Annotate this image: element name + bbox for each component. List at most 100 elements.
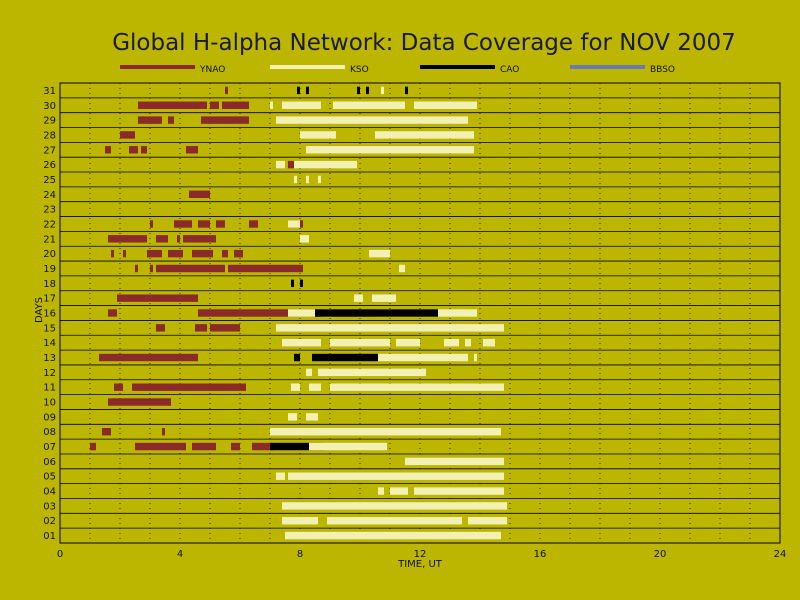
coverage-bar-ynao [168, 116, 174, 124]
y-tick-label: 16 [43, 309, 56, 320]
coverage-bar-cao [312, 353, 378, 362]
x-tick-label: 24 [774, 549, 787, 560]
coverage-bar-kso [318, 175, 321, 184]
coverage-bar-kso [270, 428, 501, 436]
coverage-bar-kso [282, 101, 321, 109]
coverage-bar-ynao [156, 324, 165, 332]
y-tick-label: 28 [43, 130, 56, 141]
coverage-bar-ynao [198, 220, 210, 228]
y-tick-label: 26 [43, 160, 56, 171]
y-tick-label: 03 [43, 501, 56, 512]
y-tick-label: 01 [43, 531, 56, 542]
x-tick-label: 12 [414, 549, 427, 560]
legend-swatch-cao [420, 65, 495, 69]
coverage-bar-ynao [111, 249, 114, 258]
coverage-bar-ynao [108, 398, 171, 406]
coverage-bar-kso [282, 338, 321, 347]
coverage-bar-cao [270, 442, 309, 451]
coverage-bar-cao [357, 86, 360, 95]
coverage-bar-ynao [138, 116, 162, 124]
y-tick-label: 13 [43, 353, 56, 364]
x-tick-label: 8 [297, 549, 303, 560]
coverage-bar-kso [306, 413, 318, 421]
coverage-bar-ynao [108, 235, 147, 243]
coverage-bar-kso [288, 220, 300, 228]
coverage-bar-ynao [99, 353, 198, 362]
legend-label-kso: KSO [350, 65, 369, 75]
legend-label-cao: CAO [500, 65, 519, 75]
coverage-bar-kso [294, 160, 357, 169]
coverage-bar-ynao [198, 309, 324, 317]
y-tick-label: 25 [43, 175, 56, 186]
coverage-bar-kso [288, 309, 333, 317]
coverage-bar-ynao [135, 442, 186, 451]
coverage-bars [90, 86, 507, 540]
coverage-bar-ynao [189, 190, 210, 198]
coverage-bar-kso [465, 338, 471, 347]
y-tick-label: 29 [43, 116, 56, 127]
y-tick-label: 08 [43, 427, 56, 438]
y-tick-label: 09 [43, 412, 56, 423]
coverage-bar-kso [375, 131, 474, 139]
x-tick-label: 0 [57, 549, 63, 560]
coverage-bar-ynao [156, 235, 168, 243]
coverage-bar-ynao [117, 294, 198, 302]
coverage-bar-kso [300, 131, 336, 139]
coverage-bar-kso [474, 353, 477, 362]
coverage-bar-ynao [225, 86, 228, 95]
coverage-bar-kso [282, 517, 318, 525]
coverage-bar-ynao [150, 220, 153, 228]
y-tick-label: 27 [43, 145, 56, 156]
y-tick-label: 17 [43, 294, 56, 305]
coverage-bar-ynao [156, 264, 225, 273]
coverage-bar-kso [276, 116, 468, 124]
coverage-bar-ynao [222, 249, 228, 258]
y-tick-label: 15 [43, 323, 56, 334]
coverage-bar-kso [399, 264, 405, 273]
coverage-bar-ynao [105, 146, 111, 154]
coverage-bar-ynao [177, 235, 180, 243]
coverage-bar-ynao [192, 442, 216, 451]
y-tick-label: 30 [43, 101, 56, 112]
coverage-bar-ynao [222, 101, 249, 109]
x-tick-label: 4 [177, 549, 183, 560]
coverage-bar-ynao [288, 160, 294, 169]
coverage-bar-ynao [210, 101, 219, 109]
x-axis-label: TIME, UT [397, 559, 443, 570]
coverage-bar-kso [354, 294, 363, 302]
coverage-bar-ynao [186, 146, 198, 154]
legend-swatch-ynao [120, 65, 195, 69]
coverage-bar-kso [396, 338, 420, 347]
y-axis-ticks: 01 02 03 04 05 06 07 08 09 10 11 12 13 14 15 16 17 18 19 20… [43, 86, 56, 542]
y-tick-label: 21 [43, 234, 56, 245]
coverage-bar-kso [276, 472, 285, 480]
coverage-bar-kso [414, 487, 504, 495]
coverage-bar-cao [315, 309, 438, 317]
coverage-bar-ynao [132, 383, 246, 391]
coverage-bar-kso [306, 368, 312, 377]
coverage-bar-cao [294, 353, 300, 362]
coverage-bar-ynao [192, 249, 213, 258]
x-tick-label: 16 [534, 549, 547, 560]
coverage-bar-kso [405, 457, 504, 466]
y-tick-label: 05 [43, 472, 56, 483]
y-tick-label: 11 [43, 383, 56, 394]
coverage-bar-ynao [210, 324, 240, 332]
coverage-bar-kso [378, 353, 468, 362]
y-tick-label: 24 [43, 190, 56, 201]
coverage-bar-ynao [183, 235, 216, 243]
coverage-bar-kso [369, 249, 390, 258]
coverage-bar-ynao [231, 442, 240, 451]
coverage-bar-kso [306, 146, 474, 154]
coverage-bar-ynao [228, 264, 303, 273]
coverage-bar-ynao [129, 146, 138, 154]
coverage-bar-kso [327, 517, 462, 525]
coverage-bar-kso [414, 101, 477, 109]
chart-title: Global H-alpha Network: Data Coverage fo… [112, 30, 736, 56]
y-tick-label: 04 [43, 487, 56, 498]
y-tick-label: 06 [43, 457, 56, 468]
coverage-bar-kso [390, 487, 408, 495]
coverage-bar-ynao [195, 324, 207, 332]
y-tick-label: 22 [43, 219, 56, 230]
coverage-bar-kso [288, 413, 297, 421]
